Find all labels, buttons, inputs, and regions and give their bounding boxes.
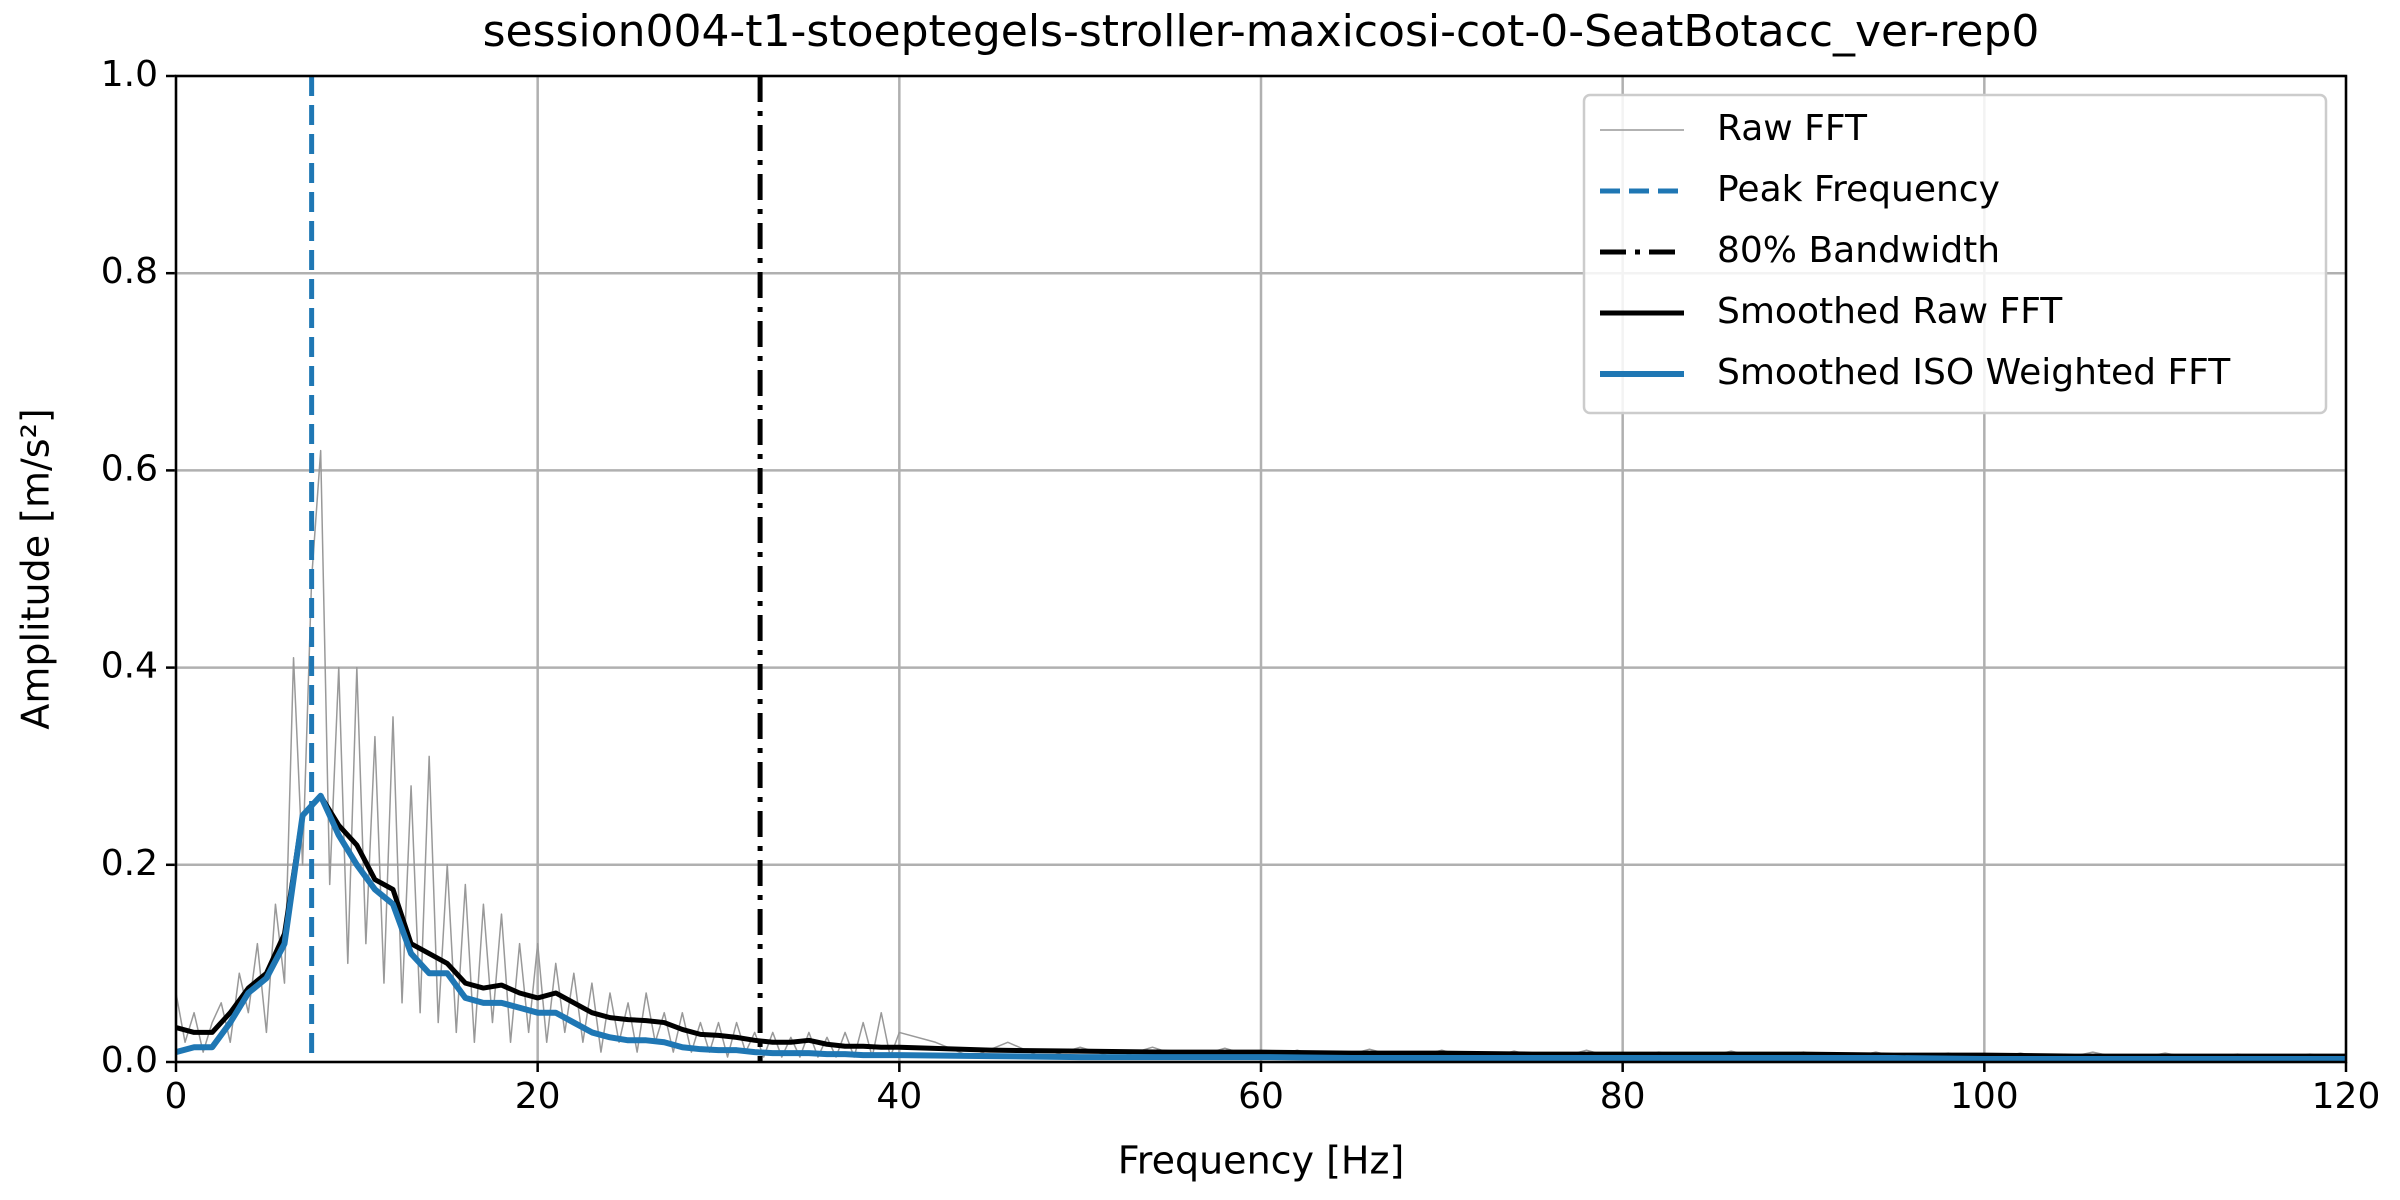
x-tick-label: 80 <box>1600 1076 1646 1117</box>
chart-title: session004-t1-stoeptegels-stroller-maxic… <box>483 6 2040 57</box>
legend: Raw FFT Peak Frequency 80% Bandwidth Smooth… <box>1582 93 2328 415</box>
x-tick-label: 120 <box>2312 1076 2381 1117</box>
x-tick-label: 0 <box>165 1076 188 1117</box>
series-line <box>176 792 2346 1062</box>
y-tick-label: 0.8 <box>101 251 158 292</box>
y-tick-label: 0.0 <box>101 1040 158 1081</box>
legend-label: Peak Frequency <box>1717 169 2000 210</box>
series-line <box>176 793 2346 1059</box>
x-tick-label: 20 <box>515 1076 561 1117</box>
y-tick-label: 0.4 <box>101 646 158 687</box>
legend-label: 80% Bandwidth <box>1717 230 2000 271</box>
legend-label: Smoothed ISO Weighted FFT <box>1717 352 2231 393</box>
plot-frame <box>174 74 2348 1064</box>
legend-label: Raw FFT <box>1717 108 1868 149</box>
y-tick-label: 0.6 <box>101 448 158 489</box>
legend-label: Smoothed Raw FFT <box>1717 291 2063 332</box>
x-tick-label: 40 <box>876 1076 922 1117</box>
x-tick-label: 60 <box>1238 1076 1284 1117</box>
y-tick-label: 1.0 <box>101 54 158 95</box>
y-axis-label: Amplitude [m/s²] <box>14 408 58 729</box>
x-tick-label: 100 <box>1950 1076 2019 1117</box>
y-tick-label: 0.2 <box>101 843 158 884</box>
legend-box <box>1582 93 2328 415</box>
x-axis-label: Frequency [Hz] <box>1118 1139 1405 1183</box>
